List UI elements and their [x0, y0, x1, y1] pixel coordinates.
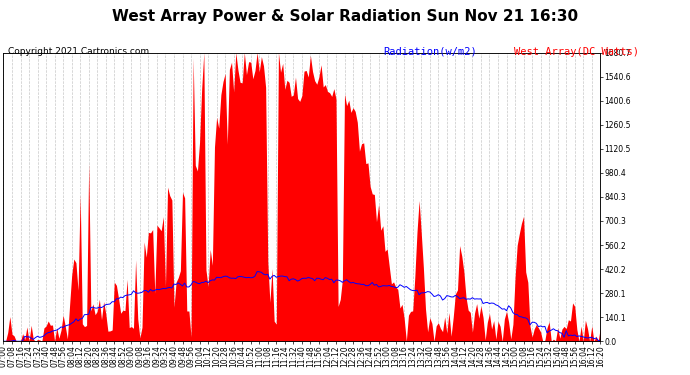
Text: Copyright 2021 Cartronics.com: Copyright 2021 Cartronics.com	[8, 47, 150, 56]
Text: West Array Power & Solar Radiation Sun Nov 21 16:30: West Array Power & Solar Radiation Sun N…	[112, 9, 578, 24]
Text: Radiation(w/m2): Radiation(w/m2)	[383, 47, 477, 57]
Text: West Array(DC Watts): West Array(DC Watts)	[514, 47, 639, 57]
